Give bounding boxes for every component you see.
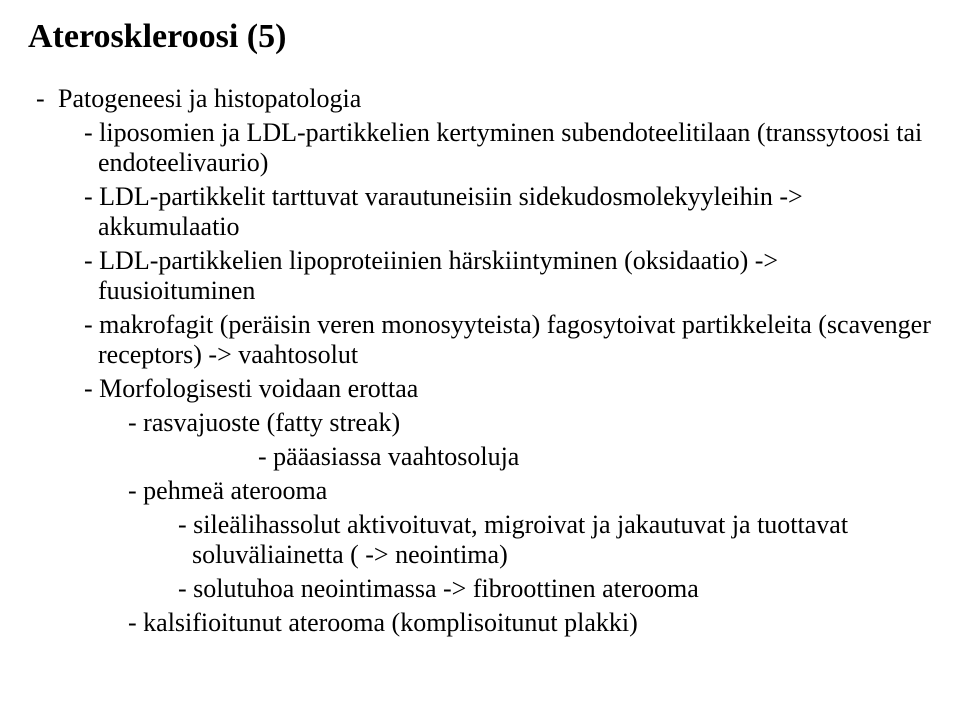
bullet-lvl3: - rasvajuoste (fatty streak)	[128, 408, 932, 438]
bullet-lvl2: - Morfologisesti voidaan erottaa	[84, 374, 932, 404]
bullet-lvl4: - pääasiassa vaahtosoluja	[258, 442, 932, 472]
bullet-lvl2: - liposomien ja LDL-partikkelien kertymi…	[84, 118, 932, 178]
bullet-lvl2: - makrofagit (peräisin veren monosyyteis…	[84, 310, 932, 370]
dash-icon: -	[36, 84, 58, 114]
bullet-lvl2: - LDL-partikkelien lipoproteiinien härsk…	[84, 246, 932, 306]
bullet-text: Patogeneesi ja histopatologia	[58, 84, 361, 113]
bullet-lvl3: - pehmeä aterooma	[128, 476, 932, 506]
document-page: Ateroskleroosi (5) -Patogeneesi ja histo…	[0, 0, 960, 660]
bullet-lvl2: - LDL-partikkelit tarttuvat varautuneisi…	[84, 182, 932, 242]
bullet-lvl3: - kalsifioitunut aterooma (komplisoitunu…	[128, 608, 932, 638]
bullet-lvl4: - solutuhoa neointimassa -> fibroottinen…	[178, 574, 932, 604]
bullet-lvl4: - sileälihassolut aktivoituvat, migroiva…	[178, 510, 932, 570]
bullet-lvl1: -Patogeneesi ja histopatologia	[36, 84, 932, 114]
page-title: Ateroskleroosi (5)	[28, 18, 932, 56]
